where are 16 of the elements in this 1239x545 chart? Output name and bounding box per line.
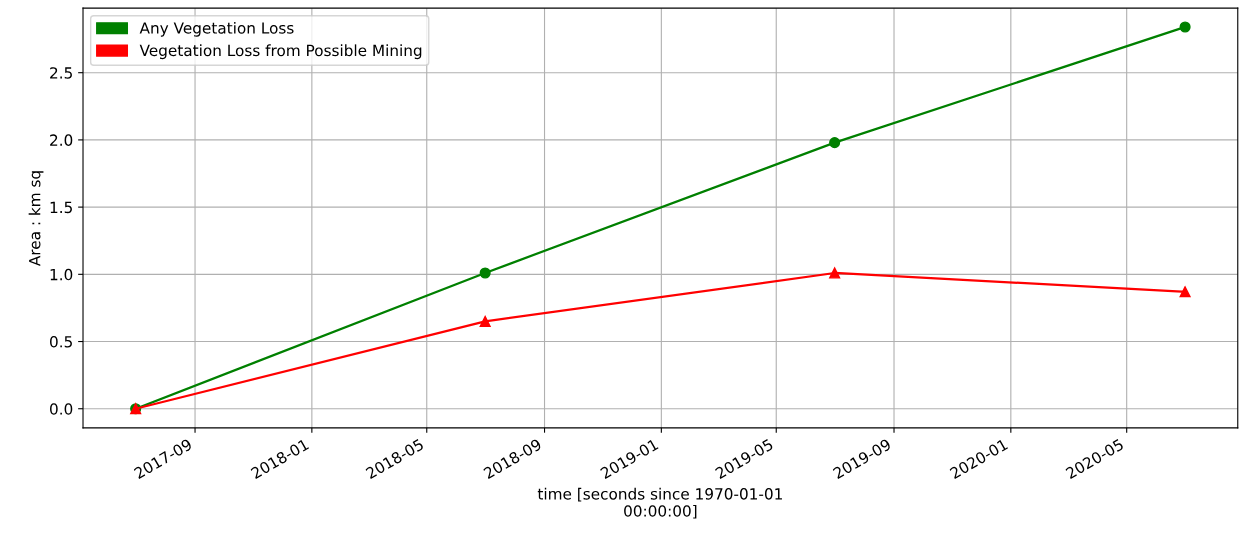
y-tick-label: 1.5 xyxy=(50,201,72,214)
y-axis-title: Area : km sq xyxy=(28,171,44,267)
point xyxy=(1179,286,1191,298)
y-tick-label: 0.0 xyxy=(50,403,73,415)
y-tick-label: 2.5 xyxy=(50,67,72,79)
x-axis-title: time [seconds since 1970-01-01 00:00:00] xyxy=(537,487,782,519)
point xyxy=(479,315,491,327)
point xyxy=(829,137,841,149)
y-tick-label: 2.0 xyxy=(50,134,73,146)
point xyxy=(479,267,491,279)
legend-label: Vegetation Loss from Possible Mining xyxy=(139,44,422,60)
y-tick-label: 1.0 xyxy=(50,268,73,281)
point xyxy=(1179,21,1191,33)
legend-label: Any Vegetation Loss xyxy=(139,21,294,37)
point xyxy=(829,267,841,279)
y-tick-label: 0.5 xyxy=(50,335,72,348)
